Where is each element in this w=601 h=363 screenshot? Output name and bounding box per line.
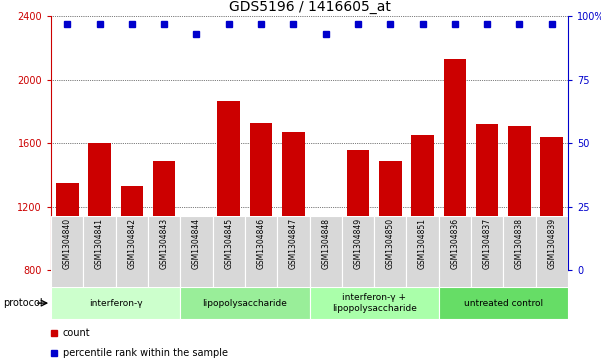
Bar [503,216,535,289]
Text: GSM1304839: GSM1304839 [548,218,557,269]
Text: interferon-γ +
lipopolysaccharide: interferon-γ + lipopolysaccharide [332,293,416,313]
Bar [148,216,180,289]
Bar [411,135,434,270]
Bar [476,124,498,270]
Text: protocol: protocol [3,298,43,308]
Bar [180,216,213,289]
Text: GSM1304843: GSM1304843 [160,218,169,269]
Bar [540,137,563,270]
Bar [245,216,277,289]
Text: GSM1304849: GSM1304849 [353,218,362,269]
Bar [213,216,245,289]
Bar [508,126,531,270]
Bar [439,216,471,289]
Bar [277,216,310,289]
Title: GDS5196 / 1416605_at: GDS5196 / 1416605_at [228,0,391,14]
Text: GSM1304842: GSM1304842 [127,218,136,269]
Bar [314,259,337,270]
Text: GSM1304846: GSM1304846 [257,218,266,269]
Bar [115,216,148,289]
Text: interferon-γ: interferon-γ [89,299,142,307]
Bar [88,143,111,270]
Text: GSM1304850: GSM1304850 [386,218,395,269]
Bar [180,287,310,319]
Bar [218,101,240,270]
Bar [471,216,503,289]
Text: untreated control: untreated control [464,299,543,307]
Text: GSM1304840: GSM1304840 [63,218,72,269]
Bar [121,186,143,270]
Bar [185,231,208,270]
Text: GSM1304841: GSM1304841 [95,218,104,269]
Bar [250,123,272,270]
Text: GSM1304838: GSM1304838 [515,218,524,269]
Bar [310,216,342,289]
Bar [84,216,115,289]
Bar [51,287,180,319]
Text: GSM1304851: GSM1304851 [418,218,427,269]
Text: GSM1304848: GSM1304848 [321,218,330,269]
Text: percentile rank within the sample: percentile rank within the sample [63,348,228,358]
Text: GSM1304845: GSM1304845 [224,218,233,269]
Bar [153,161,175,270]
Bar [406,216,439,289]
Bar [439,287,568,319]
Bar [51,216,84,289]
Bar [56,183,79,270]
Text: GSM1304836: GSM1304836 [450,218,459,269]
Bar [342,216,374,289]
Bar [374,216,406,289]
Text: GSM1304844: GSM1304844 [192,218,201,269]
Bar [535,216,568,289]
Bar [444,59,466,270]
Text: GSM1304837: GSM1304837 [483,218,492,269]
Text: count: count [63,328,90,338]
Text: GSM1304847: GSM1304847 [289,218,298,269]
Bar [347,150,369,270]
Bar [310,287,439,319]
Text: lipopolysaccharide: lipopolysaccharide [203,299,287,307]
Bar [379,161,401,270]
Bar [282,132,305,270]
